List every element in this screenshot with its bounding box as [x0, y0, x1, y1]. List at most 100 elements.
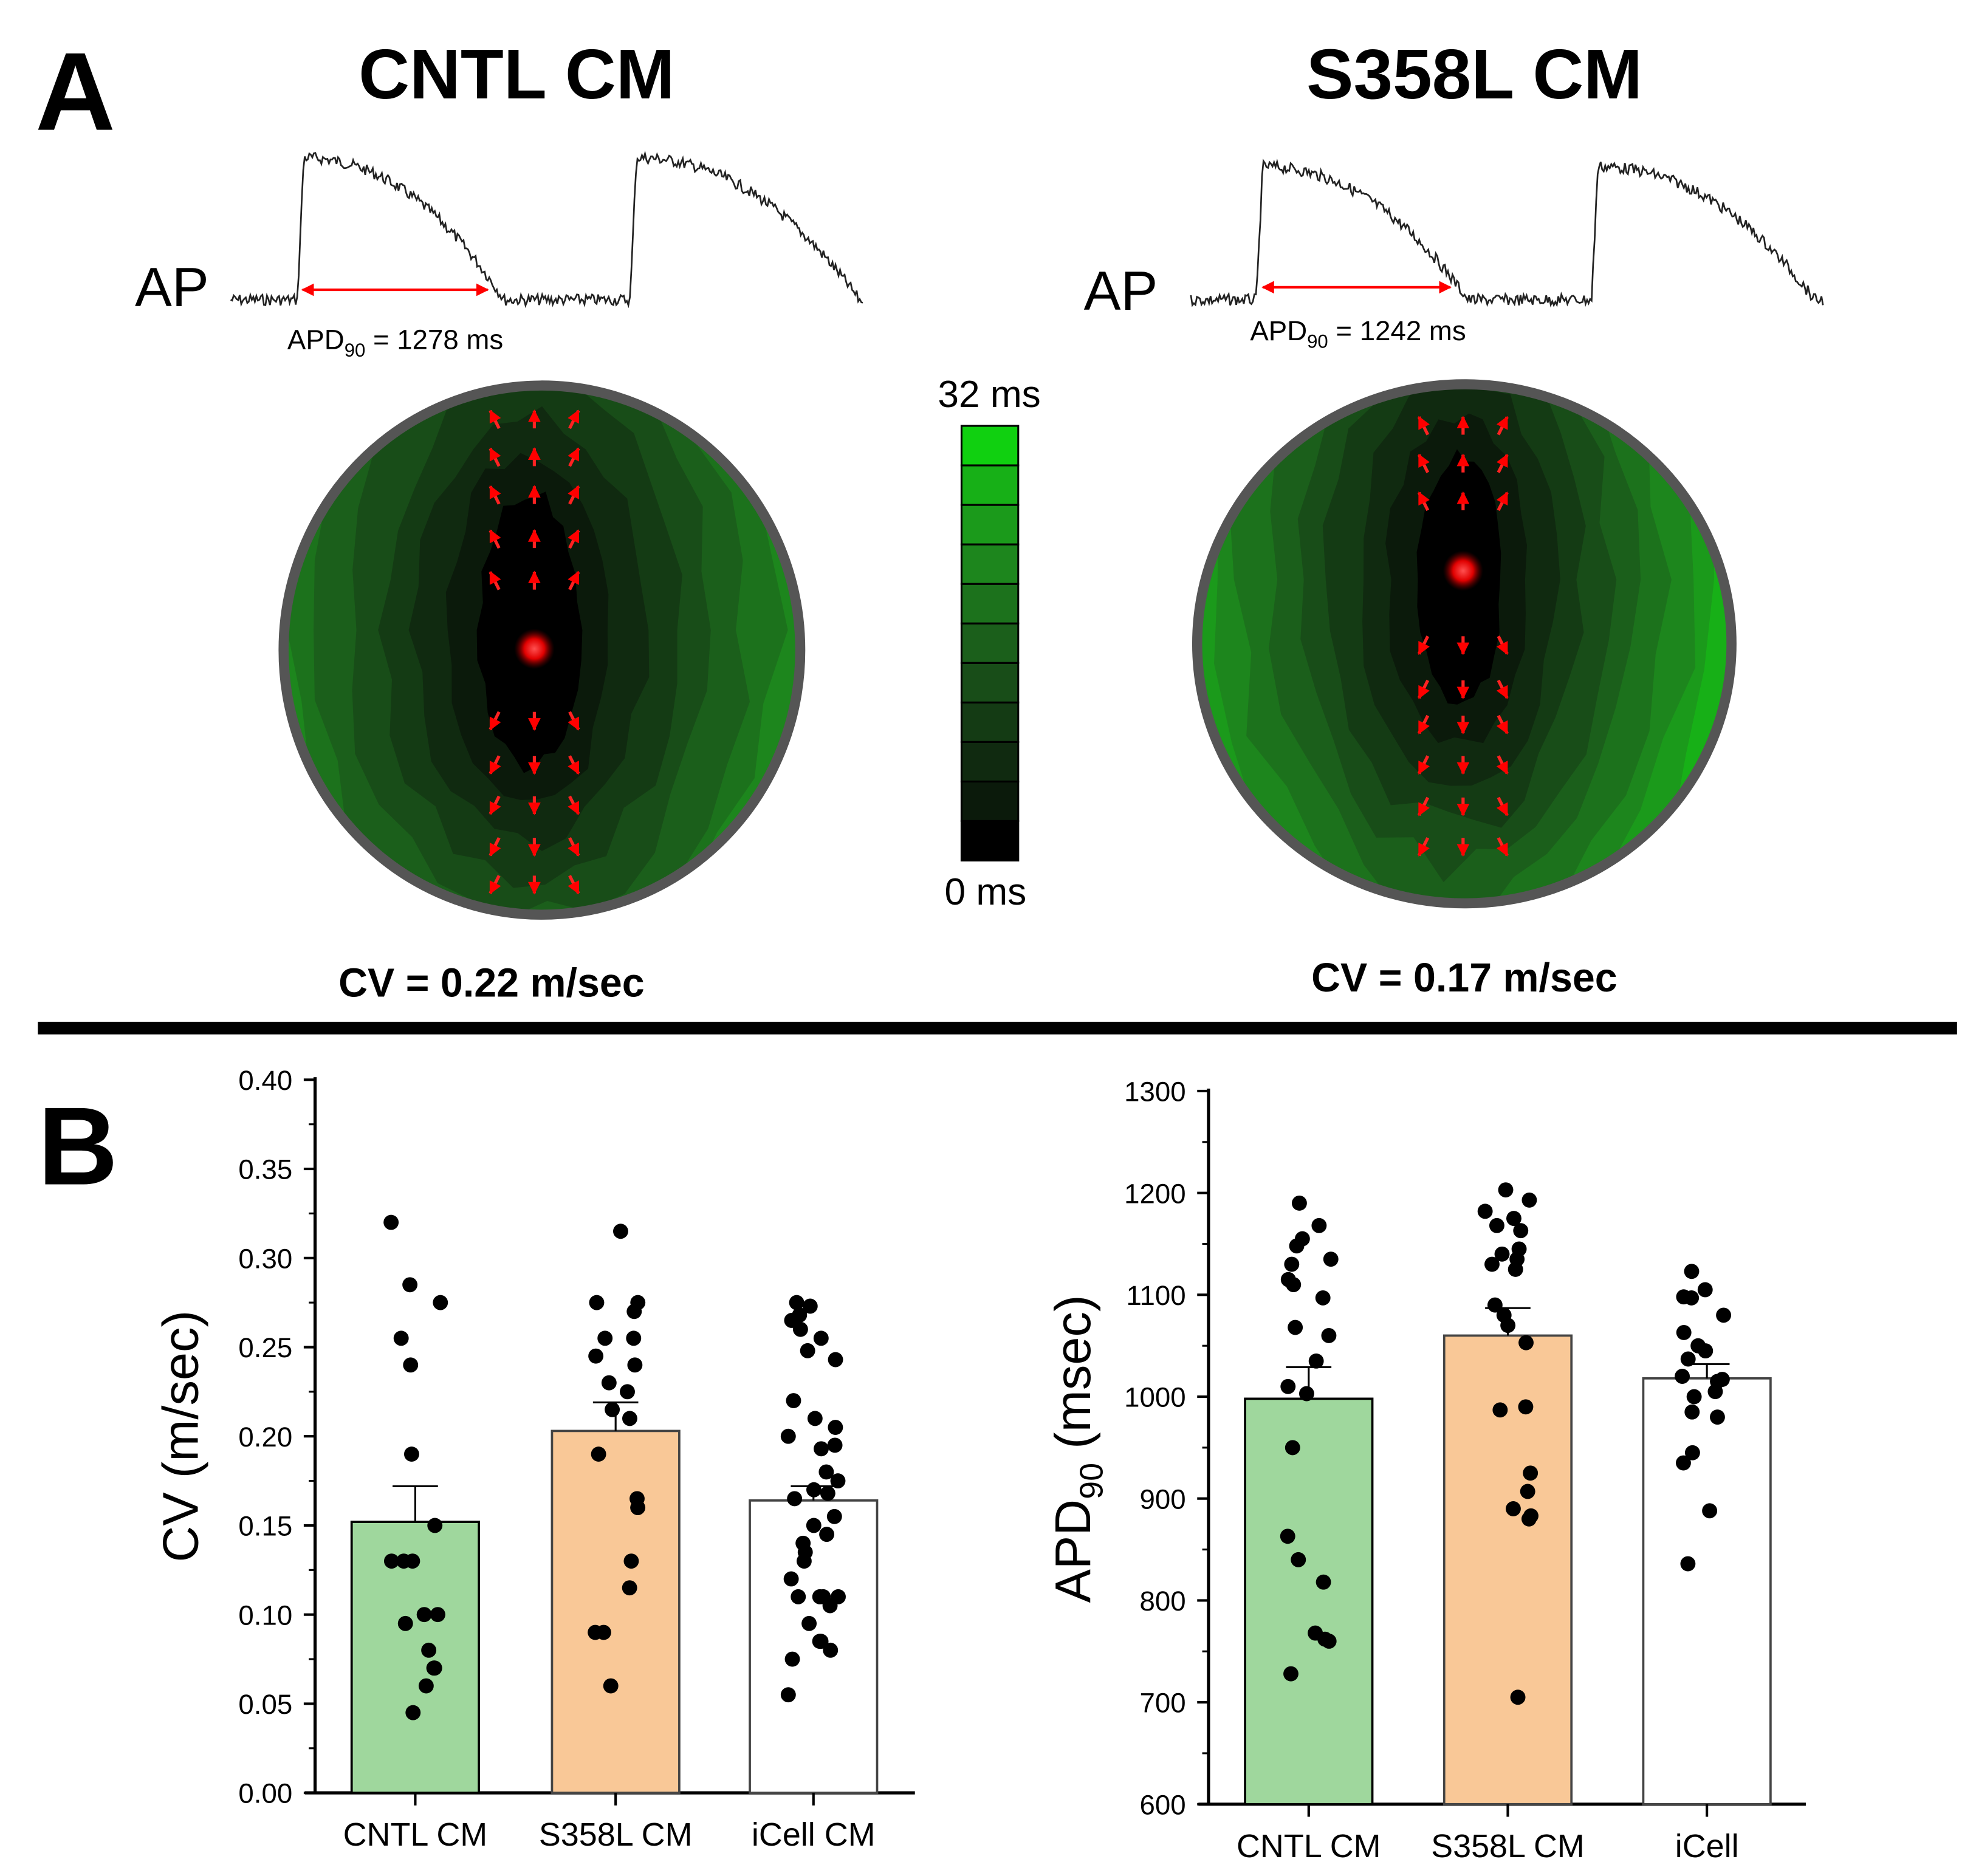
data-point [421, 1642, 437, 1658]
y-tick-label: 0.15 [238, 1511, 292, 1542]
data-point [1506, 1211, 1521, 1227]
colorbar-segment [960, 464, 1020, 506]
y-tick-label: 600 [1139, 1789, 1185, 1820]
data-point [597, 1330, 613, 1346]
cntl-conduction-arrow [489, 755, 501, 775]
x-tick-label: S358L CM [539, 1816, 693, 1853]
data-point [1321, 1327, 1337, 1343]
data-point [1289, 1238, 1305, 1254]
data-point [806, 1518, 822, 1533]
cntl-conduction-arrow [489, 529, 501, 549]
map-border-cntl [278, 380, 806, 920]
x-tick-label: iCell CM [752, 1816, 876, 1853]
data-point [819, 1527, 835, 1542]
map-border-s358l [1192, 379, 1737, 909]
s358l-conduction-arrow [1417, 491, 1430, 512]
cntl-conduction-arrow [568, 875, 580, 895]
s358l-conduction-arrow [1417, 714, 1430, 734]
data-point [1284, 1256, 1300, 1272]
data-point [1286, 1277, 1302, 1293]
bar-s358l-cm [1443, 1334, 1573, 1806]
colorbar-segment [960, 504, 1020, 546]
data-point [806, 1482, 822, 1498]
data-point [783, 1571, 799, 1587]
apd-bar-chart: 600 700 800 900 1000 1100 1200 1300 CNTL CM S358L… [1045, 1077, 1806, 1864]
cntl-conduction-arrow [489, 447, 501, 467]
data-point [1283, 1666, 1298, 1682]
data-point [787, 1491, 803, 1507]
data-point [1285, 1440, 1300, 1456]
cntl-conduction-arrow [489, 485, 501, 505]
data-point [430, 1607, 445, 1623]
colorbar-segment [960, 425, 1020, 467]
data-point [626, 1304, 642, 1320]
data-point [1521, 1192, 1537, 1208]
cntl-conduction-arrow [568, 409, 580, 430]
y-tick-label: 0.30 [238, 1243, 292, 1274]
x-tick-label: CNTL CM [343, 1816, 488, 1853]
data-point [1311, 1217, 1327, 1233]
data-point [612, 1224, 628, 1239]
data-point [403, 1446, 419, 1462]
data-point [397, 1615, 413, 1631]
data-point [626, 1330, 642, 1346]
data-point [1308, 1353, 1324, 1369]
s358l-title: S358L CM [1306, 35, 1642, 114]
bar-icell-cm [749, 1499, 879, 1794]
data-point [630, 1500, 646, 1516]
data-point [814, 1441, 829, 1457]
data-point [1684, 1404, 1700, 1420]
y-tick-label: 1100 [1127, 1280, 1186, 1311]
bar-cntl-cm [1244, 1397, 1374, 1806]
data-point [588, 1348, 604, 1364]
data-point [1494, 1246, 1510, 1262]
data-point [1487, 1297, 1503, 1313]
s358l-conduction-arrow [1417, 635, 1430, 656]
data-point [802, 1298, 818, 1314]
data-point [405, 1705, 421, 1720]
s358l-conduction-arrow [1417, 755, 1430, 775]
data-point [813, 1330, 829, 1346]
data-point [601, 1375, 617, 1391]
cntl-conduction-arrow [568, 837, 580, 857]
data-point [1291, 1552, 1306, 1567]
y-tick-label: 1200 [1124, 1178, 1185, 1209]
data-point [1676, 1324, 1692, 1340]
data-point [627, 1357, 643, 1373]
data-point [1518, 1399, 1534, 1415]
apd-text-left: APD90 = 1278 ms [287, 324, 503, 360]
data-point [820, 1485, 835, 1501]
y-axis-label: CV (m/sec) [153, 1310, 209, 1563]
data-point [1702, 1503, 1718, 1519]
y-tick-label: 1300 [1124, 1077, 1185, 1107]
data-point [1523, 1508, 1539, 1524]
s358l-conduction-arrow [1496, 491, 1509, 512]
cv-bar-chart: 0.00 0.05 0.10 0.15 0.20 0.25 0.30 0.35 0.40 CNTL… [153, 1065, 915, 1853]
data-point [591, 1446, 606, 1462]
data-point [784, 1651, 800, 1667]
data-point [622, 1580, 637, 1596]
colorbar-segment [960, 741, 1020, 782]
cntl-conduction-arrow [489, 711, 501, 731]
data-point [589, 1295, 605, 1310]
cntl-conduction-arrow [568, 485, 580, 505]
data-point [623, 1553, 639, 1569]
data-point [1323, 1251, 1339, 1267]
data-point [1288, 1320, 1303, 1335]
data-point [603, 1678, 619, 1694]
data-point [1315, 1290, 1331, 1306]
s358l-conduction-arrow [1496, 679, 1509, 699]
s358l-conduction-arrow [1496, 837, 1509, 857]
x-tick-label: S358L CM [1431, 1828, 1585, 1864]
activation-map-s358l [1197, 384, 1732, 903]
colorbar-max-label: 32 ms [938, 374, 1040, 416]
data-point [418, 1678, 434, 1694]
y-tick-label: 0.20 [238, 1422, 292, 1453]
data-point [791, 1589, 806, 1604]
data-point [1500, 1318, 1516, 1333]
y-tick-label: 0.00 [238, 1778, 292, 1809]
data-point [812, 1634, 828, 1649]
data-point [1707, 1384, 1723, 1400]
cntl-conduction-arrow [489, 837, 501, 857]
